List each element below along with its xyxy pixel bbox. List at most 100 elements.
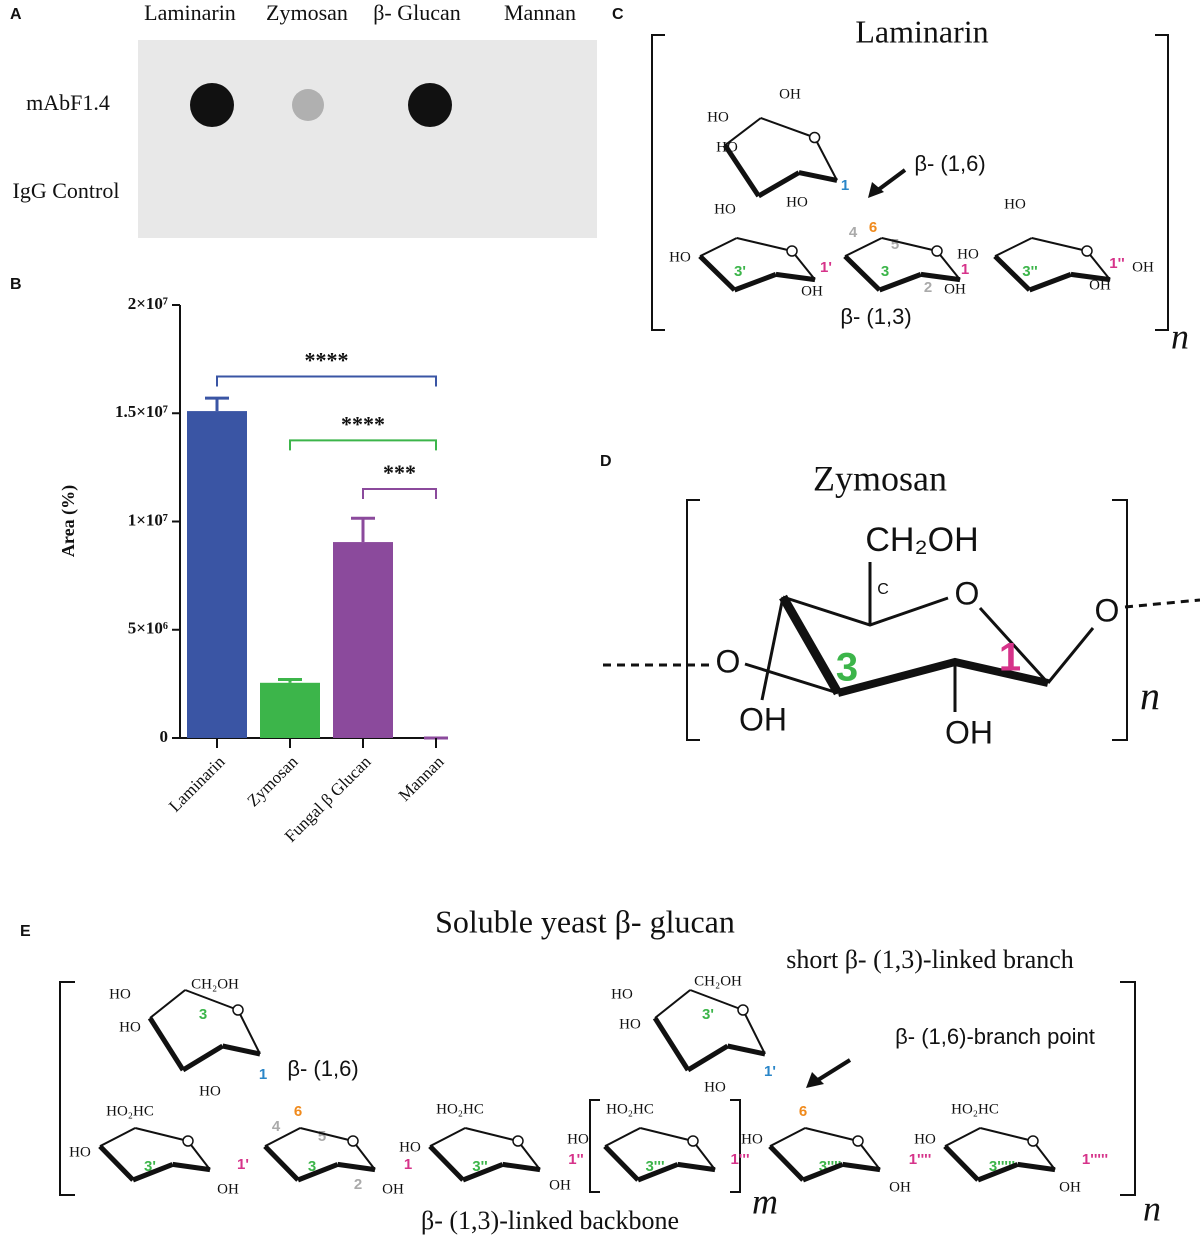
- structure-label: O: [1095, 592, 1120, 628]
- bar: [187, 411, 247, 738]
- significance-bracket: [289, 439, 437, 451]
- ring-bond: [132, 1162, 174, 1183]
- structure-label: OH: [801, 283, 823, 299]
- ring-bond: [878, 272, 922, 293]
- structure-label: n: [1143, 1188, 1161, 1228]
- ring-bond: [944, 1127, 981, 1148]
- structure-label: 6: [799, 1103, 807, 1120]
- ring-bond: [757, 170, 801, 199]
- structure-label: 1': [237, 1156, 249, 1173]
- y-axis-label: Area (%): [58, 485, 79, 557]
- ring-bond: [1028, 272, 1072, 293]
- ring-bond: [689, 989, 744, 1011]
- ring-bond: [775, 271, 816, 283]
- ring-bond: [222, 1043, 261, 1057]
- blot-spot: [190, 83, 234, 127]
- significance-label: ****: [341, 411, 385, 436]
- panel-label: A: [10, 6, 22, 23]
- structure-label: 1: [999, 636, 1021, 680]
- structure-label: HO: [786, 194, 808, 210]
- column-label: β- Glucan: [373, 0, 461, 25]
- blot-spot: [408, 83, 452, 127]
- ring-bond: [692, 1140, 716, 1171]
- panel-label: D: [600, 453, 612, 470]
- structure-label: OH: [945, 714, 993, 750]
- panel-label: E: [20, 923, 31, 940]
- structure-label: OH: [217, 1181, 239, 1197]
- structure-label: OH: [944, 281, 966, 297]
- blot-membrane: [138, 40, 597, 238]
- ring-bond: [993, 254, 1032, 292]
- ring-bond: [149, 989, 186, 1019]
- structure-label: 1'': [1109, 255, 1124, 272]
- structure-label: 1: [404, 1156, 412, 1173]
- significance-bracket: [362, 488, 437, 500]
- structure-label: OH: [779, 86, 801, 102]
- structure-label: 1: [841, 177, 849, 194]
- ring-oxygen: [931, 245, 943, 257]
- structure-label: 4: [272, 1118, 281, 1135]
- ring-bond: [920, 271, 961, 283]
- structure-label: β- (1,6): [914, 151, 985, 176]
- significance-label: ****: [305, 347, 349, 372]
- ring-bond: [654, 989, 691, 1019]
- row-label: mAbF1.4: [26, 90, 110, 115]
- structure-label: 1: [259, 1066, 267, 1083]
- structure-label: HO₂HC: [436, 1101, 484, 1117]
- structure-label: CH₂OH: [694, 973, 742, 989]
- structure-label: 5: [318, 1128, 326, 1145]
- structure-label: HO: [714, 201, 736, 217]
- ring-bond: [99, 1127, 136, 1148]
- structure-label: 1'': [568, 1151, 583, 1168]
- bracket: [651, 34, 1169, 331]
- structure-label: HO: [707, 109, 729, 125]
- ring-bond: [791, 250, 816, 281]
- structure-label: O: [716, 643, 741, 679]
- structure-label: 3: [836, 646, 858, 690]
- structure-label: HO: [109, 986, 131, 1002]
- structure-label: β- (1,6): [287, 1056, 358, 1081]
- structure-label: HO: [704, 1079, 726, 1095]
- structure-label: HO: [119, 1019, 141, 1035]
- ring-oxygen: [1081, 245, 1093, 257]
- y-tick-label: 1.5×10⁷: [115, 402, 168, 421]
- ring-oxygen: [182, 1135, 194, 1147]
- x-tick-label: Laminarin: [165, 752, 229, 816]
- ring-bond: [1086, 250, 1111, 281]
- column-label: Laminarin: [144, 0, 236, 25]
- ring-bond: [264, 1127, 301, 1148]
- ring-bond: [652, 1016, 691, 1072]
- ring-bond: [994, 237, 1033, 258]
- arrow-head: [806, 1072, 824, 1088]
- ring-oxygen: [232, 1004, 244, 1016]
- structure-label: HO: [741, 1131, 763, 1147]
- ring-bond: [147, 1016, 186, 1072]
- ring-bond: [604, 1127, 641, 1148]
- structure-label: O: [955, 575, 980, 611]
- structure-label: n: [1171, 316, 1189, 356]
- ring-bond: [844, 237, 883, 258]
- ring-bond: [637, 1162, 679, 1183]
- ring-bond: [943, 1144, 980, 1182]
- structure-label: 1: [961, 261, 969, 278]
- column-label: Mannan: [504, 0, 576, 25]
- ring-bond: [686, 1043, 729, 1073]
- arrow: [816, 1058, 852, 1082]
- ring-bond: [263, 1144, 300, 1182]
- ring-oxygen: [808, 131, 821, 144]
- ring-bond: [1070, 271, 1111, 283]
- panel-label: B: [10, 276, 22, 293]
- bracket: [59, 981, 1136, 1196]
- ring-oxygen: [852, 1135, 864, 1147]
- structure-label: β- (1,3)-linked backbone: [421, 1206, 679, 1235]
- ring-bond: [464, 1127, 519, 1142]
- structure-label: OH: [739, 701, 787, 737]
- structure-label: 1'''': [909, 1151, 932, 1168]
- ring-bond: [181, 1043, 224, 1073]
- ring-oxygen: [347, 1135, 359, 1147]
- structure-title: Laminarin: [855, 13, 988, 49]
- structure-title: Zymosan: [813, 458, 947, 498]
- ring-bond: [769, 1127, 806, 1148]
- ring-bond: [699, 237, 738, 258]
